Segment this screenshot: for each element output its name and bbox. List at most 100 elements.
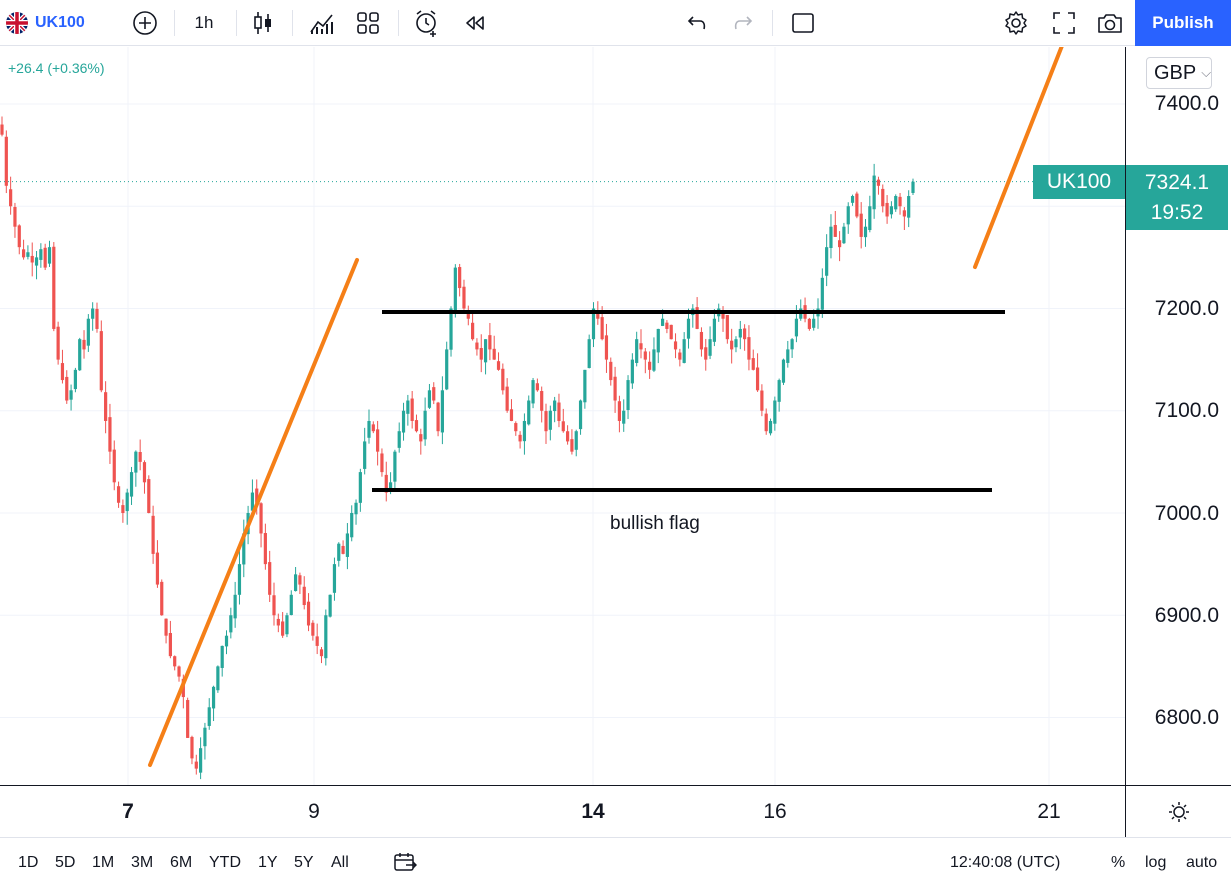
range-1d[interactable]: 1D — [18, 854, 39, 871]
candle-body — [151, 515, 155, 554]
candle-body — [617, 401, 622, 421]
candle-body — [203, 727, 207, 747]
chart-settings-corner[interactable] — [1125, 785, 1231, 837]
candle-body — [134, 451, 138, 473]
candle-body — [242, 533, 246, 565]
candle-body — [734, 339, 738, 348]
candle-body — [781, 359, 786, 383]
pole-trendline — [148, 258, 359, 767]
date-range-icon[interactable] — [393, 851, 418, 878]
candle-body — [410, 398, 414, 421]
candle-body — [591, 308, 596, 340]
candle-body — [708, 339, 712, 356]
candle-body — [285, 615, 289, 635]
candle-body — [885, 202, 889, 217]
candle-body — [907, 196, 911, 218]
candle-body — [332, 564, 337, 593]
candle-body — [52, 246, 56, 329]
candle-body — [773, 400, 777, 424]
candle-body — [652, 349, 656, 371]
candle-body — [30, 255, 34, 263]
candle-body — [341, 545, 345, 554]
candle-body — [544, 411, 548, 432]
auto-toggle[interactable]: auto — [1186, 854, 1218, 871]
candle-body — [263, 533, 267, 565]
candle-body — [65, 376, 69, 401]
candle-body — [125, 492, 129, 512]
candle-body — [207, 707, 211, 726]
currency-select[interactable]: GBP ⌵ — [1146, 57, 1212, 89]
candle-body — [138, 452, 142, 462]
candle-body — [501, 368, 505, 391]
candle-body — [13, 206, 17, 227]
candle-body — [833, 225, 837, 237]
bottom-toolbar: 1D 5D 1M 3M 6M YTD 1Y 5Y All 12:40:08 (U… — [0, 837, 1231, 884]
range-1y[interactable]: 1Y — [258, 854, 278, 871]
add-symbol-icon[interactable] — [130, 0, 160, 46]
candle-body — [462, 286, 466, 309]
candle-body — [276, 618, 280, 626]
symbol-search[interactable]: UK100 — [6, 0, 85, 46]
range-5y[interactable]: 5Y — [294, 854, 314, 871]
candle-body — [596, 312, 600, 319]
time-tick: 7 — [122, 800, 134, 823]
time-axis[interactable]: 7 9 14 16 21 — [0, 785, 1125, 837]
candle-body — [695, 307, 699, 329]
range-all[interactable]: All — [331, 854, 349, 871]
undo-icon[interactable] — [682, 0, 712, 46]
candle-body — [34, 257, 39, 266]
candle-body — [104, 392, 108, 421]
candle-body — [704, 347, 708, 360]
candle-body — [669, 324, 673, 340]
indicators-icon[interactable] — [306, 0, 338, 46]
replay-icon[interactable] — [460, 0, 490, 46]
candle-body — [911, 181, 915, 193]
candle-body — [289, 594, 293, 616]
candle-body — [505, 386, 509, 411]
candle-body — [60, 363, 65, 381]
alert-icon[interactable] — [410, 0, 444, 46]
range-5d[interactable]: 5D — [55, 854, 76, 871]
range-3m[interactable]: 3M — [131, 854, 154, 871]
candle-body — [155, 552, 160, 585]
candle-body — [574, 431, 578, 450]
range-ytd[interactable]: YTD — [209, 854, 241, 871]
price-axis[interactable]: GBP ⌵ 7400.0 7200.0 7100.0 7000.0 6900.0… — [1125, 47, 1231, 785]
chart-pane[interactable]: bullish flag — [0, 47, 1125, 785]
candle-body — [699, 331, 704, 350]
candlestick-chart[interactable] — [0, 47, 1125, 785]
candle-body — [177, 666, 181, 677]
fullscreen-box-icon[interactable] — [788, 0, 818, 46]
settings-icon[interactable] — [1000, 0, 1032, 46]
candle-body — [237, 564, 242, 595]
candle-body — [186, 700, 190, 738]
candle-body — [259, 503, 263, 534]
candle-body — [82, 339, 86, 350]
fullscreen-icon[interactable] — [1048, 0, 1080, 46]
candle-body — [194, 761, 198, 769]
candles-icon[interactable] — [248, 0, 278, 46]
candle-body — [350, 513, 354, 538]
candle-body — [173, 656, 177, 667]
top-toolbar: UK100 1h Publish — [0, 0, 1231, 46]
interval-button[interactable]: 1h — [194, 13, 214, 32]
publish-button[interactable]: Publish — [1135, 0, 1231, 46]
currency-value: GBP — [1154, 61, 1197, 84]
candle-body — [73, 369, 77, 390]
candle-body — [26, 252, 30, 257]
candle-body — [604, 335, 609, 360]
range-6m[interactable]: 6M — [170, 854, 193, 871]
range-1m[interactable]: 1M — [92, 854, 115, 871]
log-toggle[interactable]: log — [1145, 854, 1167, 871]
candle-body — [686, 318, 691, 339]
candle-body — [315, 636, 319, 646]
candle-body — [660, 318, 665, 326]
candle-body — [829, 226, 833, 248]
snapshot-icon[interactable] — [1094, 0, 1126, 46]
utc-clock[interactable]: 12:40:08 (UTC) — [950, 854, 1061, 871]
bullish-flag-annotation: bullish flag — [610, 513, 700, 534]
candle-body — [393, 451, 397, 482]
candle-body — [367, 420, 371, 438]
percent-toggle[interactable]: % — [1111, 854, 1126, 871]
layouts-icon[interactable] — [352, 0, 384, 46]
